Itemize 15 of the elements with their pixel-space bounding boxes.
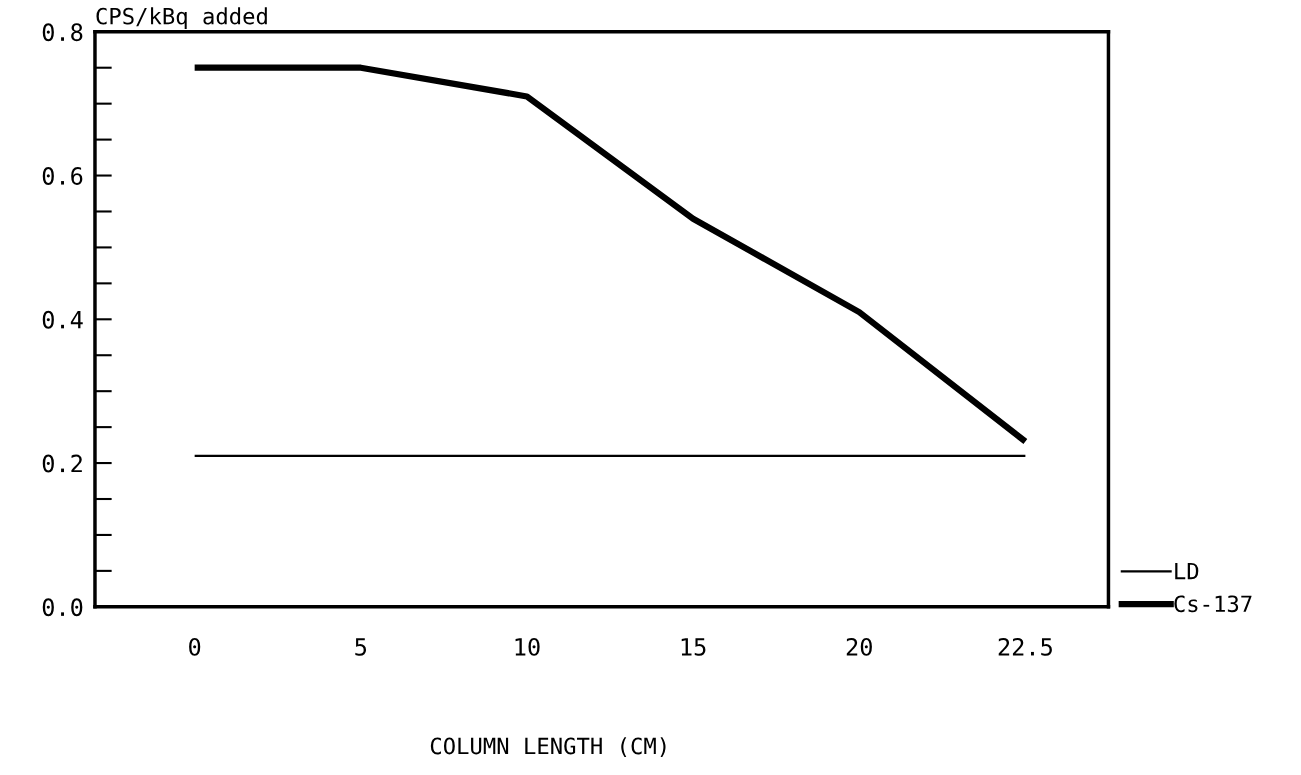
x-tick-label: 20 <box>846 637 872 656</box>
legend-label: LD <box>1175 562 1199 580</box>
y-tick-label: 0.2 <box>42 454 82 473</box>
x-tick-label: 5 <box>355 638 367 656</box>
x-tick-label: 10 <box>515 637 540 656</box>
y-tick-label: 0.0 <box>42 598 83 617</box>
y-tick-label: 0.6 <box>42 167 83 185</box>
y-tick-label: 0.8 <box>42 23 83 42</box>
legend-label: Cs-137 <box>1174 595 1252 613</box>
x-tick-label: 15 <box>681 638 706 656</box>
x-tick-label: 22.5 <box>998 637 1052 656</box>
y-tick-label: 0.4 <box>42 310 83 329</box>
x-axis-title: COLUMN LENGTH (CM) <box>430 737 666 757</box>
x-tick-label: 0 <box>189 637 201 656</box>
y-axis-title: CPS/kBq added <box>96 7 267 29</box>
